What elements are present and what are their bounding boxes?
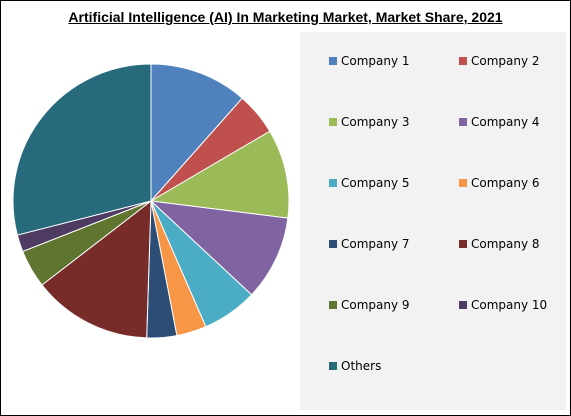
legend-swatch xyxy=(329,118,337,126)
legend-item: Others xyxy=(329,359,381,373)
legend-label: Company 2 xyxy=(471,54,540,68)
legend-swatch xyxy=(329,179,337,187)
legend-label: Company 10 xyxy=(471,298,548,312)
pie-slice-company-3 xyxy=(149,130,290,219)
legend-label: Company 8 xyxy=(471,237,540,251)
legend-label: Company 7 xyxy=(341,237,410,251)
legend-label: Company 9 xyxy=(341,298,410,312)
chart-title: Artificial Intelligence (AI) In Marketin… xyxy=(68,9,503,25)
legend-item: Company 2 xyxy=(459,54,540,68)
legend-swatch xyxy=(459,240,467,248)
legend-swatch xyxy=(459,301,467,309)
legend-label: Company 1 xyxy=(341,54,410,68)
pie-slice-company-4 xyxy=(149,200,289,296)
legend-item: Company 9 xyxy=(329,298,410,312)
legend-item: Company 10 xyxy=(459,298,547,312)
legend-swatch xyxy=(329,362,337,370)
legend-swatch xyxy=(329,240,337,248)
legend-item: Company 8 xyxy=(459,237,540,251)
pie-slice-company-8 xyxy=(41,199,152,339)
legend-area: Company 1 Company 2 Company 3 Company 4 Comp… xyxy=(300,32,566,410)
legend-item: Company 4 xyxy=(459,115,540,129)
legend-item: Company 5 xyxy=(329,176,410,190)
legend-swatch xyxy=(459,118,467,126)
legend-item: Company 1 xyxy=(329,54,410,68)
legend-label: Company 4 xyxy=(471,115,540,129)
legend-swatch xyxy=(459,57,467,65)
pie-slice-company-1 xyxy=(150,63,243,203)
pie-slice-others xyxy=(12,63,152,236)
legend-swatch xyxy=(459,179,467,187)
legend-label: Company 3 xyxy=(341,115,410,129)
legend-swatch xyxy=(329,301,337,309)
legend-item: Company 6 xyxy=(459,176,540,190)
legend-label: Company 5 xyxy=(341,176,410,190)
legend-swatch xyxy=(329,57,337,65)
legend-label: Others xyxy=(341,359,382,373)
legend-item: Company 3 xyxy=(329,115,410,129)
legend-item: Company 7 xyxy=(329,237,410,251)
legend-label: Company 6 xyxy=(471,176,540,190)
